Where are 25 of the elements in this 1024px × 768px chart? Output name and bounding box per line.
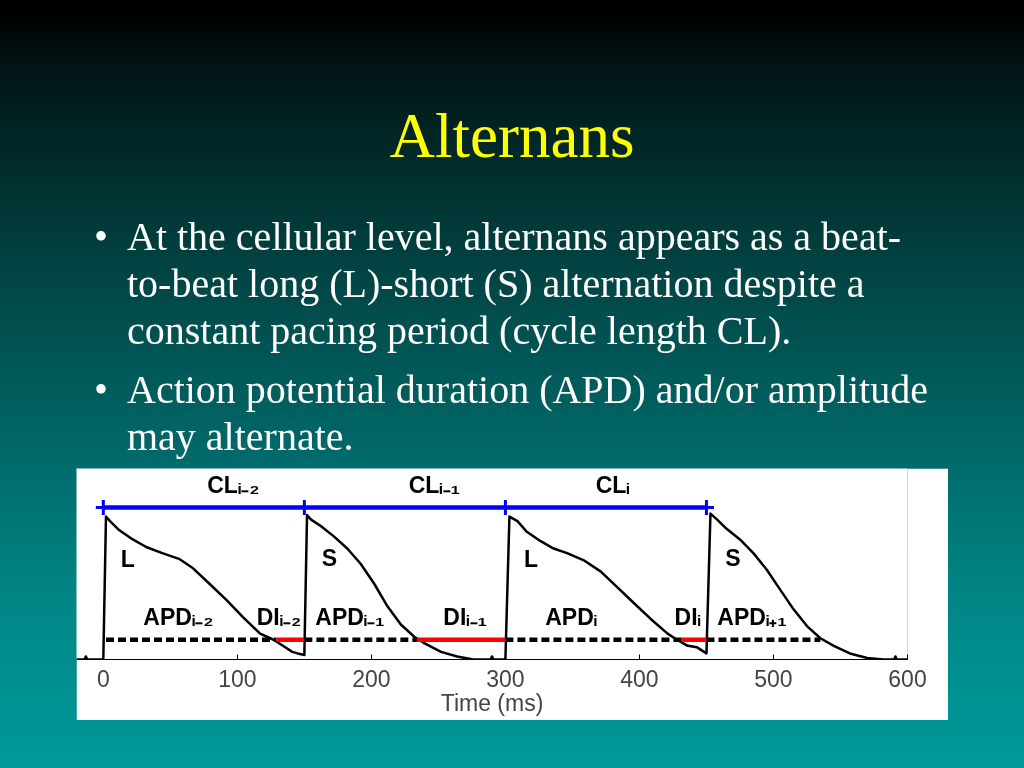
text: • At the cellular level, alternans appears as a beat-to-beat long (L)-short (S) alternation despite a constant pacing period (cycle length CL). <box>94 213 903 354</box>
annotation: L <box>524 546 539 573</box>
annotation: L <box>120 546 135 573</box>
x-tick-label: 100 <box>218 665 257 692</box>
x-tick-label: 0 <box>96 665 110 692</box>
x-tick-label: 300 <box>486 665 525 692</box>
annotation: S <box>321 544 338 571</box>
annotation: DIᵢ₋₁ <box>443 603 488 630</box>
annotation: S <box>725 544 741 571</box>
annotation: APDᵢ₋₁ <box>315 603 385 630</box>
annotation: APDᵢ <box>545 603 597 630</box>
text: • Action potential duration (APD) and/or amplitude may alternate. <box>94 366 929 460</box>
chart-title: Alternans <box>388 100 636 173</box>
x-tick-label: 500 <box>754 665 793 692</box>
annotation: CLᵢ₋₂ <box>207 471 260 498</box>
annotation: DIᵢ <box>674 603 701 630</box>
annotation: CLᵢ₋₁ <box>408 471 461 498</box>
annotation: APDᵢ₊₁ <box>717 603 787 630</box>
annotation: DIᵢ₋₂ <box>256 603 302 630</box>
annotation: APDᵢ₋₂ <box>143 603 214 630</box>
x-tick-label: 400 <box>620 665 659 692</box>
x-tick-label: 600 <box>888 665 927 692</box>
annotation: CLᵢ <box>595 471 630 498</box>
x-axis-title: Time (ms) <box>440 689 544 716</box>
x-tick-label: 200 <box>352 665 391 692</box>
